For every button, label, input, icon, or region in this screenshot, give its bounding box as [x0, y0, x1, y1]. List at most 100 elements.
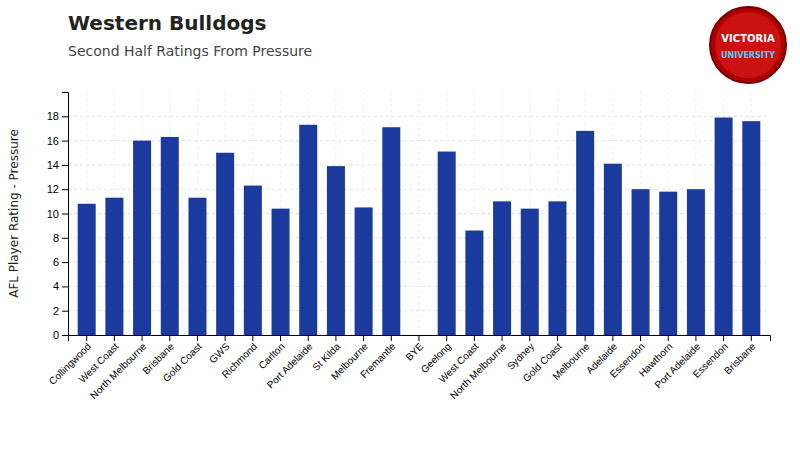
- badge-inner: [715, 12, 781, 78]
- y-tick: 10: [47, 208, 68, 220]
- y-tick-label: 6: [53, 256, 59, 268]
- x-tick: Port Adelaide: [652, 335, 702, 391]
- x-tick: Essendon: [691, 335, 730, 380]
- x-tick-mark: [225, 335, 226, 341]
- bar: [78, 204, 96, 335]
- bar: [105, 198, 123, 335]
- x-tick-label: North Melbourne: [448, 340, 509, 401]
- bar: [299, 125, 317, 335]
- bar: [272, 209, 290, 335]
- annotation: UNIVERSITY: [721, 51, 775, 60]
- bars: [78, 118, 761, 335]
- x-tick-mark: [529, 335, 530, 341]
- badge: VICTORIA UNIVERSITY: [710, 7, 786, 83]
- x-tick-mark: [668, 335, 669, 341]
- title: Western Bulldogs: [68, 11, 266, 35]
- bar: [715, 118, 733, 335]
- bar: [493, 201, 511, 335]
- bar: [244, 186, 262, 335]
- y-axis-title: AFL Player Rating - Pressure: [7, 129, 21, 298]
- chart-svg: Western Bulldogs Second Half Ratings From…: [0, 0, 800, 450]
- y-axis: 0 2 4 6 8 10 12 14 16 18: [47, 93, 69, 342]
- y-tick: 16: [47, 135, 68, 147]
- y-tick: 18: [47, 110, 68, 122]
- bar: [465, 231, 483, 335]
- x-tick-label: Richmond: [220, 341, 260, 381]
- x-tick-mark: [612, 335, 613, 341]
- x-axis-line: [69, 336, 771, 342]
- x-tick-label: Essendon: [691, 341, 730, 380]
- x-tick-mark: [197, 335, 198, 341]
- y-tick: 2: [53, 305, 68, 317]
- x-tick-label: Gold Coast: [161, 341, 204, 384]
- x-grid-line: [419, 92, 420, 335]
- x-tick-mark: [557, 335, 558, 341]
- bar: [632, 189, 650, 335]
- y-tick-label: 4: [53, 280, 59, 292]
- y-tick-label: 2: [53, 305, 59, 317]
- x-tick: GWS: [207, 335, 232, 365]
- y-tick-mark: [62, 311, 68, 312]
- x-tick-mark: [308, 335, 309, 341]
- y-tick: 0: [53, 329, 68, 341]
- y-tick-mark: [62, 116, 68, 117]
- y-tick-label: 0: [53, 329, 59, 341]
- chart-container: Western Bulldogs Second Half Ratings From…: [0, 0, 800, 450]
- x-tick-label: Port Adelaide: [652, 340, 702, 390]
- bar: [188, 198, 206, 335]
- x-tick-mark: [723, 335, 724, 341]
- y-tick-mark: [62, 189, 68, 190]
- plot: 0 2 4 6 8 10 12 14 16 18 CollingwoodWest CoastNort…: [47, 92, 771, 401]
- x-tick-mark: [86, 335, 87, 341]
- y-tick-mark: [62, 165, 68, 166]
- x-tick-label: BYE: [403, 340, 425, 362]
- x-tick-mark: [142, 335, 143, 341]
- x-tick-mark: [252, 335, 253, 341]
- bar: [687, 189, 705, 335]
- x-tick-mark: [335, 335, 336, 341]
- x-tick-label: GWS: [207, 340, 232, 365]
- y-tick: 12: [47, 183, 68, 195]
- x-axis: CollingwoodWest CoastNorth MelbourneBris…: [47, 335, 771, 401]
- x-tick-mark: [585, 335, 586, 341]
- x-tick-mark: [446, 335, 447, 341]
- bar: [438, 152, 456, 335]
- y-tick-label: 10: [47, 208, 59, 220]
- y-tick: 14: [47, 159, 68, 171]
- x-tick-label: Melbourne: [550, 340, 591, 381]
- bar: [133, 141, 151, 335]
- x-tick-mark: [419, 335, 420, 341]
- x-tick-label: Fremantle: [358, 340, 398, 380]
- bar: [604, 164, 622, 335]
- y-tick-label: 12: [47, 183, 59, 195]
- y-axis-line: [62, 93, 69, 336]
- y-tick: 6: [53, 256, 68, 268]
- y-tick-mark: [62, 262, 68, 263]
- y-tick: 8: [53, 232, 68, 244]
- x-tick-label: Brisbane: [722, 340, 758, 376]
- bar: [521, 209, 539, 335]
- bar: [576, 131, 594, 335]
- x-tick: Richmond: [220, 335, 260, 380]
- x-tick: Melbourne: [550, 335, 591, 382]
- bar: [742, 121, 760, 335]
- bar: [216, 153, 234, 335]
- badge-outer: [710, 7, 786, 83]
- x-tick: Gold Coast: [161, 335, 204, 384]
- subtitle: Second Half Ratings From Pressure: [68, 43, 312, 59]
- x-tick: Brisbane: [722, 335, 758, 376]
- bar: [410, 335, 428, 336]
- y-tick-mark: [62, 141, 68, 142]
- bar: [161, 137, 179, 335]
- y-tick-label: 16: [47, 135, 59, 147]
- x-tick-mark: [363, 335, 364, 341]
- bar: [327, 166, 345, 335]
- x-tick-mark: [391, 335, 392, 341]
- x-tick: North Melbourne: [448, 335, 509, 401]
- x-tick: BYE: [403, 335, 425, 363]
- x-tick-label: North Melbourne: [88, 340, 149, 401]
- x-tick-label: Port Adelaide: [265, 340, 315, 390]
- annotation: VICTORIA: [721, 33, 775, 44]
- x-tick-mark: [114, 335, 115, 341]
- x-tick-mark: [640, 335, 641, 341]
